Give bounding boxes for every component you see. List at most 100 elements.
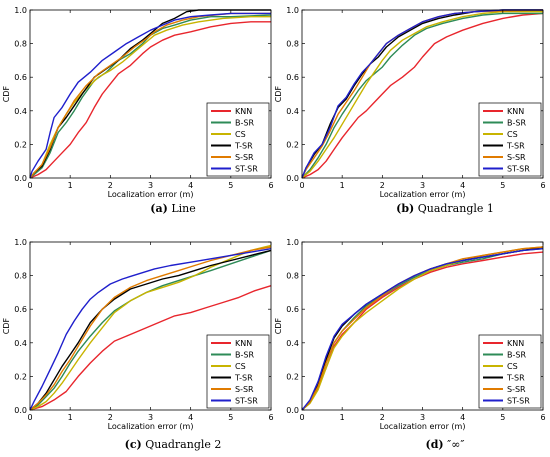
legend-label-st-sr-c: ST-SR [235,397,258,406]
y-tick-label-a: 1.0 [14,6,27,15]
x-tick-label-c: 6 [268,413,273,422]
x-tick-label-a: 1 [68,181,73,190]
series-line-t-sr-c [29,249,272,411]
y-tick-label-b: 0.0 [286,174,299,183]
y-tick-label-c: 0.4 [14,339,27,348]
series-line-knn-a [29,21,271,179]
x-tick-label-b: 3 [420,181,425,190]
y-axis-label-c: CDF [2,317,11,334]
x-axis-label-c: Localization error (m) [108,422,194,431]
y-tick-label-b: 0.8 [286,40,299,49]
y-tick-label-b: 0.2 [286,140,299,149]
y-tick-label-d: 0.2 [286,372,299,381]
x-tick-label-d: 5 [500,413,505,422]
x-tick-label-b: 1 [340,181,345,190]
x-tick-label-c: 1 [68,413,73,422]
legend-label-s-sr-d: S-SR [507,385,526,394]
series-line-b-sr-c [29,249,272,411]
legend-label-t-sr-b: T-SR [506,142,525,151]
caption-b: (b) Quadrangle 1 [396,202,494,215]
x-axis-label-d: Localization error (m) [380,422,466,431]
legend-label-s-sr-a: S-SR [235,153,254,162]
series-line-knn-c [29,285,272,411]
legend-b: KNN B-SR CS T-SR S-SR ST-SR [478,102,542,177]
legend-label-cs-d: CS [507,362,518,371]
chart-panel-d: 0 1 2 3 4 5 6 0.0 0.2 0.4 0.6 0.8 1.0 Localization er… [274,238,546,431]
legend-label-cs-b: CS [507,130,518,139]
legend-label-knn-b: KNN [507,107,524,116]
chart-panel-b: 0 1 2 3 4 5 6 0.0 0.2 0.4 0.6 0.8 1.0 Localization er… [274,6,546,199]
x-tick-label-d: 2 [380,413,385,422]
y-tick-label-a: 0.4 [14,107,27,116]
series-line-st-sr-c [29,248,272,411]
x-axis-label-b: Localization error (m) [380,190,466,199]
caption-c: (c) Quadrangle 2 [125,438,222,451]
x-tick-label-b: 6 [540,181,545,190]
legend-box-c [206,334,270,409]
series-line-b-sr-b [301,12,543,179]
legend-label-knn-d: KNN [507,339,524,348]
series-line-b-sr-a [29,14,272,179]
series-line-st-sr-a [29,12,271,179]
x-tick-label-d: 6 [540,413,545,422]
y-tick-label-b: 1.0 [286,6,299,15]
x-tick-label-c: 5 [228,413,233,422]
y-tick-label-a: 0.0 [14,174,27,183]
legend-label-b-sr-c: B-SR [235,351,254,360]
series-line-s-sr-a [29,12,271,179]
legend-label-cs-a: CS [235,130,246,139]
legend-label-st-sr-a: ST-SR [235,165,258,174]
legend-label-st-sr-d: ST-SR [507,397,530,406]
series-line-cs-a [29,16,271,179]
legend-label-b-sr-d: B-SR [507,351,526,360]
series-line-st-sr-d [301,248,544,411]
x-tick-label-a: 2 [108,181,113,190]
legend-label-t-sr-a: T-SR [234,142,253,151]
series-line-cs-c [29,244,272,411]
y-tick-label-c: 0.0 [14,406,27,415]
series-line-s-sr-c [29,246,272,411]
x-tick-label-b: 0 [299,181,304,190]
legend-label-b-sr-a: B-SR [235,119,254,128]
x-tick-label-b: 5 [500,181,505,190]
x-tick-label-a: 5 [228,181,233,190]
y-tick-label-b: 0.4 [286,107,299,116]
y-tick-label-c: 0.6 [14,305,27,314]
legend-label-t-sr-d: T-SR [506,374,525,383]
x-tick-label-a: 3 [148,181,153,190]
legend-box-a [206,102,270,177]
series-line-st-sr-b [301,9,543,179]
y-tick-label-d: 0.0 [286,406,299,415]
y-tick-label-a: 0.6 [14,73,27,82]
legend-label-t-sr-c: T-SR [234,374,253,383]
series-line-cs-b [301,11,543,179]
legend-box-b [478,102,542,177]
y-tick-label-c: 0.8 [14,272,27,281]
legend-c: KNN B-SR CS T-SR S-SR ST-SR [206,334,270,409]
legend-label-cs-c: CS [235,362,246,371]
y-tick-label-a: 0.8 [14,40,27,49]
caption-d: (d) ″∞″ [426,438,465,451]
x-tick-label-d: 3 [420,413,425,422]
x-tick-label-c: 2 [108,413,113,422]
y-tick-label-c: 0.2 [14,372,27,381]
legend-label-s-sr-c: S-SR [235,385,254,394]
x-tick-label-a: 6 [268,181,273,190]
x-tick-label-d: 0 [299,413,304,422]
y-axis-label-b: CDF [274,85,283,102]
caption-a: (a) Line [150,202,195,215]
y-tick-label-d: 1.0 [286,238,299,247]
y-tick-label-a: 0.2 [14,140,27,149]
x-tick-label-c: 4 [188,413,193,422]
y-tick-label-d: 0.8 [286,272,299,281]
series-line-knn-b [301,12,544,179]
x-tick-label-a: 4 [188,181,193,190]
x-tick-label-d: 1 [340,413,345,422]
y-axis-label-a: CDF [2,85,11,102]
y-axis-label-d: CDF [274,317,283,334]
x-axis-label-a: Localization error (m) [108,190,194,199]
x-tick-label-a: 0 [27,181,32,190]
y-tick-label-c: 1.0 [14,238,27,247]
legend-box-d [478,334,542,409]
